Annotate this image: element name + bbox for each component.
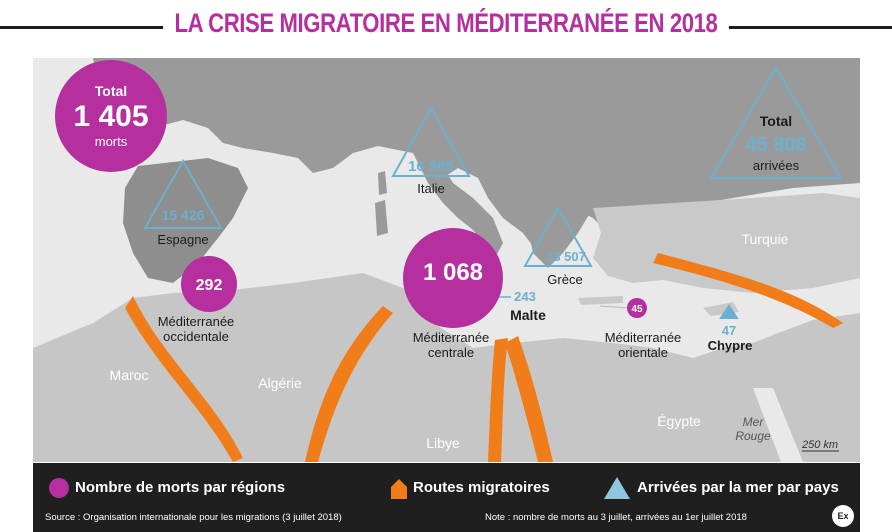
publisher-logo: Ex [832, 505, 854, 527]
death-circle-centrale [403, 228, 503, 328]
page-title: LA CRISE MIGRATOIRE EN MÉDITERRANÉE EN 2… [163, 8, 729, 38]
total-arrivals-value: 45 808 [745, 134, 806, 156]
migration-routes [125, 253, 843, 462]
route-central-right-b [488, 338, 508, 462]
legend-routes-label: Routes migratoires [413, 479, 550, 496]
total-arrivals-label: Total [760, 113, 792, 129]
italy [413, 153, 503, 258]
total-deaths-value: 1 405 [73, 100, 148, 133]
legend-deaths-label: Nombre de morts par régions [75, 479, 286, 496]
sardinia [375, 200, 388, 236]
place-maroc: Maroc [110, 367, 149, 383]
route-west [125, 296, 243, 462]
turkey [593, 193, 860, 293]
orientale-pointer [599, 305, 630, 309]
country-chypre: Chypre [708, 338, 753, 353]
iberia [123, 158, 248, 283]
arrival-triangle-italie [391, 105, 471, 177]
place-libye: Libye [426, 435, 460, 451]
country-grece: Grèce [547, 272, 582, 287]
death-value-orientale: 45 [631, 304, 643, 315]
total-deaths-label: Total [95, 83, 127, 99]
arrival-triangle-espagne [143, 158, 223, 229]
death-circle-orientale [627, 298, 647, 318]
scale-label: 250 km [801, 439, 838, 451]
place-turquie: Turquie [742, 231, 789, 247]
total-arrivals-unit: arrivées [753, 158, 800, 173]
route-central-left [305, 306, 393, 462]
place-algerie: Algérie [258, 375, 302, 391]
arrival-triangle-total [709, 66, 843, 179]
country-espagne: Espagne [157, 232, 208, 247]
legend-arrivals-symbol [604, 477, 630, 499]
legend-arrivals-label: Arrivées par la mer par pays [637, 479, 839, 496]
legend-routes-symbol [391, 479, 407, 499]
crete [578, 296, 623, 305]
north-africa [33, 273, 860, 462]
death-markers [55, 60, 647, 328]
legend-symbols [49, 477, 630, 499]
red-sea [753, 388, 803, 462]
arrival-value-chypre: 47 [722, 323, 736, 338]
arrival-value-grece: 13 507 [546, 249, 586, 264]
map-svg: Total 1 405 morts Total 45 808 arrivées … [33, 58, 860, 462]
place-mer-rouge: Mer Rouge [735, 415, 771, 443]
arrival-value-malte: 243 [514, 289, 536, 304]
arrival-value-italie: 16 585 [408, 158, 454, 175]
region-centrale: Méditerranée centrale [413, 330, 490, 360]
death-value-centrale: 1 068 [423, 259, 483, 286]
arrival-value-espagne: 15 426 [162, 207, 205, 223]
region-occidentale: Méditerranée occidentale [158, 314, 235, 344]
legend-deaths-symbol [49, 478, 69, 498]
death-value-occidentale: 292 [196, 277, 223, 294]
death-circle-occidentale [181, 256, 237, 312]
map: Total 1 405 morts Total 45 808 arrivées … [33, 58, 860, 462]
corsica [378, 171, 387, 195]
country-italie: Italie [417, 181, 444, 196]
death-circle-total [55, 60, 167, 172]
title-rule-right [712, 26, 892, 29]
arrival-triangle-chypre [719, 304, 739, 319]
region-orientale: Méditerranée orientale [605, 330, 682, 360]
greece [513, 178, 593, 268]
title-bar: LA CRISE MIGRATOIRE EN MÉDITERRANÉE EN 2… [0, 0, 892, 52]
place-egypte: Égypte [657, 413, 701, 429]
country-malte: Malte [510, 307, 546, 323]
route-central-right-a [505, 336, 553, 462]
arrival-triangle-grece [523, 205, 593, 267]
source-note: Source : Organisation internationale pou… [45, 512, 342, 523]
total-deaths-unit: morts [95, 134, 128, 149]
title-rule-left [0, 26, 180, 29]
data-note: Note : nombre de morts au 3 juillet, arr… [485, 512, 747, 523]
legend: Nombre de morts par régions Routes migra… [33, 463, 860, 532]
route-east [653, 253, 843, 328]
